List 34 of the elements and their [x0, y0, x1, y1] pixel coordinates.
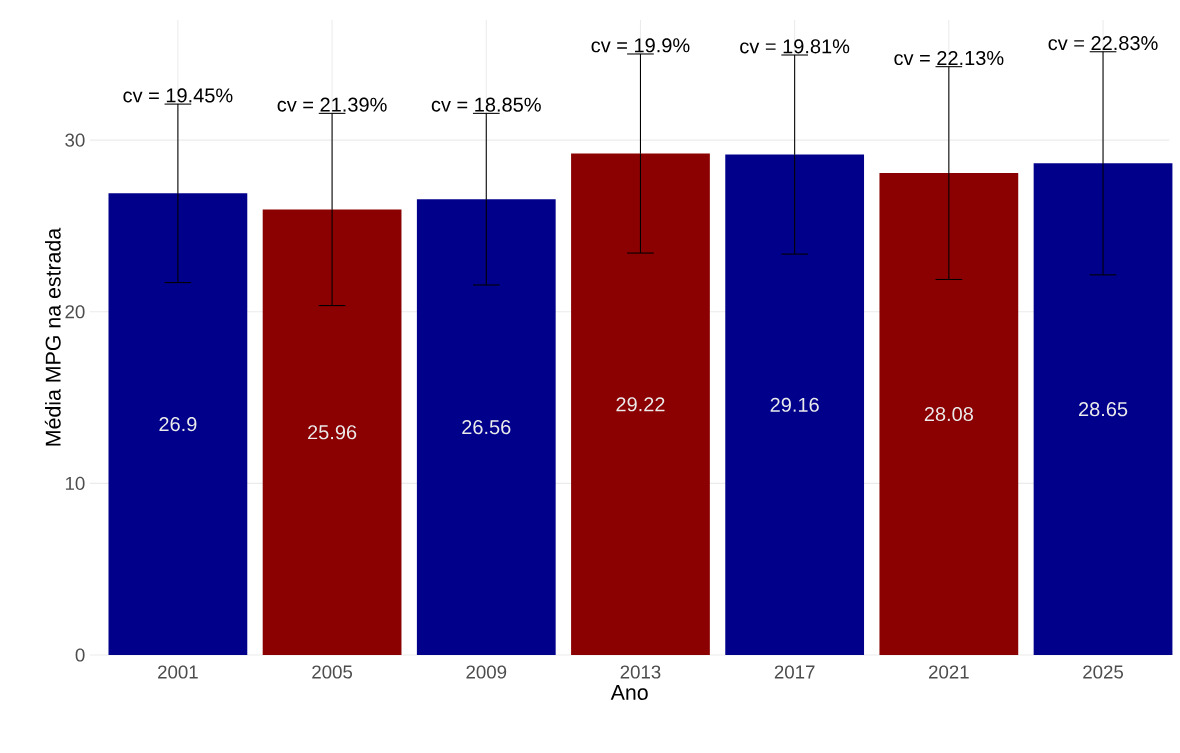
x-tick-label: 2017	[774, 665, 815, 679]
data-label: 25.96	[308, 425, 357, 440]
y-tick-label: 10	[65, 476, 85, 490]
data-label: 26.9	[159, 417, 197, 432]
annotation: cv = 22.83%	[1048, 35, 1158, 51]
annotation: cv = 19.9%	[591, 38, 690, 53]
x-tick-label: 2001	[158, 665, 198, 679]
data-label: 29.22	[616, 397, 665, 412]
annotation: cv = 21.39%	[277, 97, 387, 112]
data-label: 28.65	[1079, 402, 1128, 417]
y-axis-title: Média MPG na estrada	[44, 227, 61, 446]
bar	[1033, 163, 1173, 655]
y-tick-label: 0	[75, 648, 85, 662]
x-axis-title: Ano	[610, 685, 648, 700]
x-tick-label: 2021	[929, 665, 969, 679]
data-label: 28.08	[924, 406, 973, 422]
y-tick-label: 20	[65, 305, 85, 319]
x-tick-label: 2013	[620, 665, 661, 679]
x-tick-label: 2009	[466, 665, 507, 679]
annotation: cv = 22.13%	[894, 50, 1004, 66]
data-label: 26.56	[462, 420, 511, 435]
data-label: 29.16	[770, 397, 819, 412]
bar	[262, 209, 402, 655]
annotation: cv = 19.45%	[123, 88, 233, 103]
x-tick-label: 2005	[312, 665, 353, 679]
bar	[879, 173, 1019, 655]
bar	[571, 153, 710, 655]
annotation: cv = 18.85%	[431, 97, 541, 112]
annotation: cv = 19.81%	[740, 39, 850, 54]
bar	[725, 154, 865, 655]
bar	[416, 199, 556, 655]
x-tick-label: 2025	[1083, 665, 1124, 679]
bar	[108, 193, 248, 655]
y-tick-label: 30	[65, 133, 85, 147]
